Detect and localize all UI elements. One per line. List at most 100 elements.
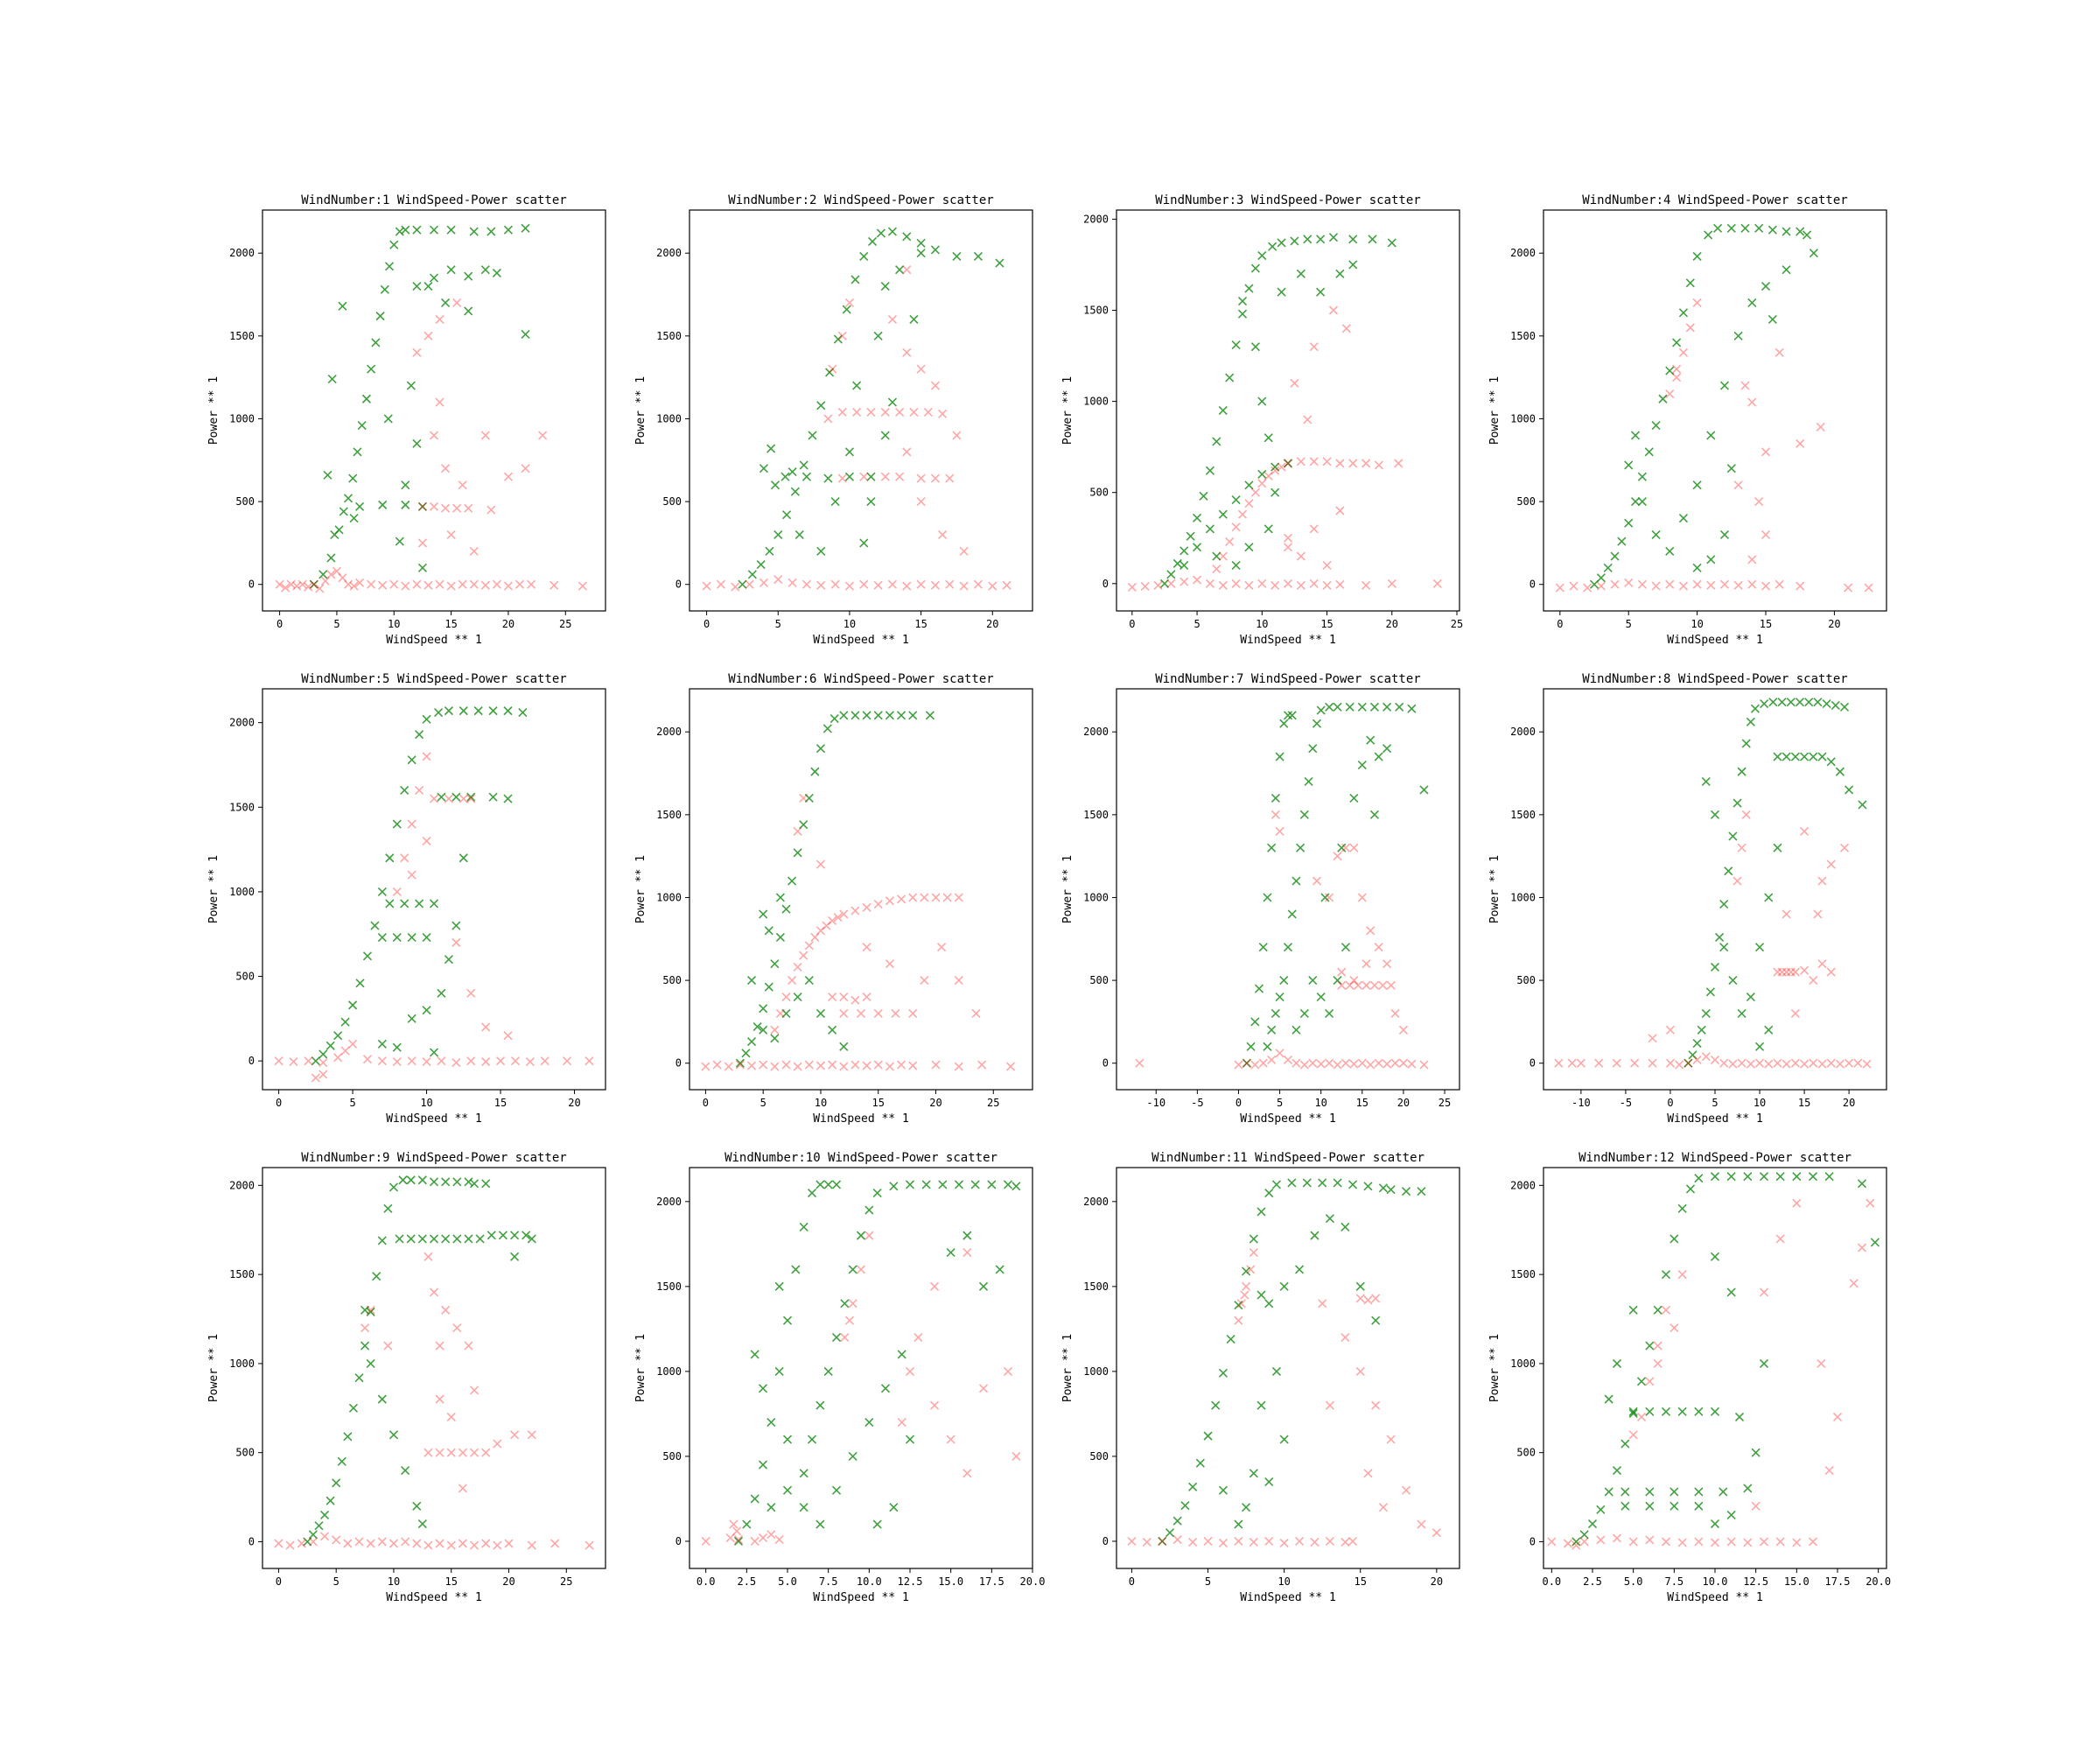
data-point-green xyxy=(864,1205,874,1215)
data-point-green xyxy=(775,893,785,902)
axes-frame xyxy=(1543,1167,1887,1569)
data-point-red xyxy=(1355,1294,1365,1303)
data-point-green xyxy=(503,706,513,716)
x-tick-label: 10.0 xyxy=(857,1575,882,1588)
x-axis-label: WindSpeed ** 1 xyxy=(1240,634,1336,647)
data-point-red xyxy=(286,579,296,589)
data-point-red xyxy=(1337,980,1347,990)
data-point-red xyxy=(1684,1058,1693,1068)
y-tick-label: 500 xyxy=(1089,487,1109,499)
data-point-red xyxy=(401,581,410,591)
chart-panel-1: 0 5 10 15 20 25 0 500 1000 1500 2000 WindNumber:1 W… xyxy=(207,193,606,647)
data-point-green xyxy=(357,420,367,431)
data-point-green xyxy=(1694,1407,1704,1416)
data-point-green xyxy=(527,1234,536,1244)
data-point-green xyxy=(1688,1050,1698,1060)
data-point-green xyxy=(521,329,530,340)
data-point-green xyxy=(452,1177,462,1187)
x-tick-label: 5 xyxy=(1712,1097,1718,1109)
data-point-red xyxy=(1672,373,1682,382)
data-point-green xyxy=(355,979,365,988)
x-tick-label: 0 xyxy=(276,618,283,630)
data-point-red xyxy=(378,580,388,590)
data-point-red xyxy=(1624,578,1634,587)
data-point-red xyxy=(954,1062,963,1071)
data-point-green xyxy=(417,1519,427,1529)
data-point-green xyxy=(946,1247,956,1258)
data-point-red xyxy=(1773,1058,1782,1068)
data-point-red xyxy=(1127,1536,1137,1547)
data-point-red xyxy=(896,1060,906,1070)
y-tick-label: 0 xyxy=(248,1535,255,1547)
data-point-green xyxy=(770,481,780,490)
data-point-red xyxy=(1309,579,1319,588)
x-tick-label: 5 xyxy=(760,1097,766,1109)
data-point-red xyxy=(1816,422,1825,431)
data-point-green xyxy=(995,258,1004,268)
data-point-green xyxy=(444,955,453,965)
data-point-green xyxy=(1670,1501,1679,1511)
data-point-red xyxy=(1808,1537,1818,1547)
data-point-red xyxy=(837,407,847,417)
data-point-red xyxy=(1371,1294,1381,1303)
data-point-green xyxy=(1726,223,1736,233)
data-point-green xyxy=(1250,342,1260,352)
data-point-green xyxy=(1628,1305,1638,1315)
data-point-green xyxy=(1645,1487,1655,1497)
data-point-green xyxy=(318,1049,328,1059)
data-point-green xyxy=(377,1394,387,1404)
data-point-green xyxy=(1624,518,1634,528)
data-point-green xyxy=(774,1366,784,1376)
data-point-red xyxy=(1283,543,1293,552)
data-point-red xyxy=(1612,1533,1622,1543)
data-point-red xyxy=(1760,581,1771,591)
data-point-red xyxy=(319,1532,330,1541)
y-axis-label: Power ** 1 xyxy=(1061,855,1074,923)
data-point-red xyxy=(839,992,849,1002)
data-point-green xyxy=(1195,1458,1205,1468)
data-point-green xyxy=(1264,1477,1274,1487)
data-point-red xyxy=(349,581,359,591)
x-tick-label: 0 xyxy=(1667,1097,1673,1109)
data-point-red xyxy=(383,1341,393,1351)
axes-frame xyxy=(262,688,606,1091)
data-point-green xyxy=(1603,563,1613,572)
data-point-green xyxy=(367,364,376,374)
data-point-green xyxy=(780,472,790,481)
y-axis-label: Power ** 1 xyxy=(1061,376,1074,445)
data-point-red xyxy=(332,1535,341,1545)
data-point-green xyxy=(750,1494,760,1504)
data-point-red xyxy=(850,906,860,916)
data-point-red xyxy=(333,1053,343,1063)
x-tick-label: -5 xyxy=(1191,1097,1203,1109)
x-tick-label: 10 xyxy=(844,618,856,630)
data-point-green xyxy=(1199,491,1208,501)
data-point-green xyxy=(831,1333,842,1343)
data-point-green xyxy=(1292,876,1301,886)
data-point-red xyxy=(1419,1060,1429,1070)
x-tick-label: 10 xyxy=(1314,1097,1326,1109)
x-tick-label: 10.0 xyxy=(1703,1575,1728,1588)
data-point-green xyxy=(782,1485,793,1495)
data-point-green xyxy=(422,714,431,724)
data-point-red xyxy=(1751,1501,1760,1511)
data-point-red xyxy=(429,1287,439,1297)
data-point-red xyxy=(1234,1536,1243,1547)
data-point-green xyxy=(1685,278,1695,288)
data-point-green xyxy=(327,374,337,384)
data-point-green xyxy=(1290,236,1299,246)
data-point-green xyxy=(337,1456,346,1466)
data-point-red xyxy=(766,1530,776,1540)
data-point-green xyxy=(1369,702,1380,712)
data-point-green xyxy=(326,1041,335,1050)
data-point-green xyxy=(1366,735,1376,745)
data-point-red xyxy=(1205,579,1214,588)
data-point-green xyxy=(429,899,439,909)
data-point-green xyxy=(1256,1400,1266,1410)
data-point-green xyxy=(1337,843,1347,852)
data-point-green xyxy=(1759,1172,1769,1182)
data-point-green xyxy=(503,794,513,803)
data-point-red xyxy=(1661,1537,1671,1547)
y-tick-label: 500 xyxy=(1516,1447,1536,1459)
